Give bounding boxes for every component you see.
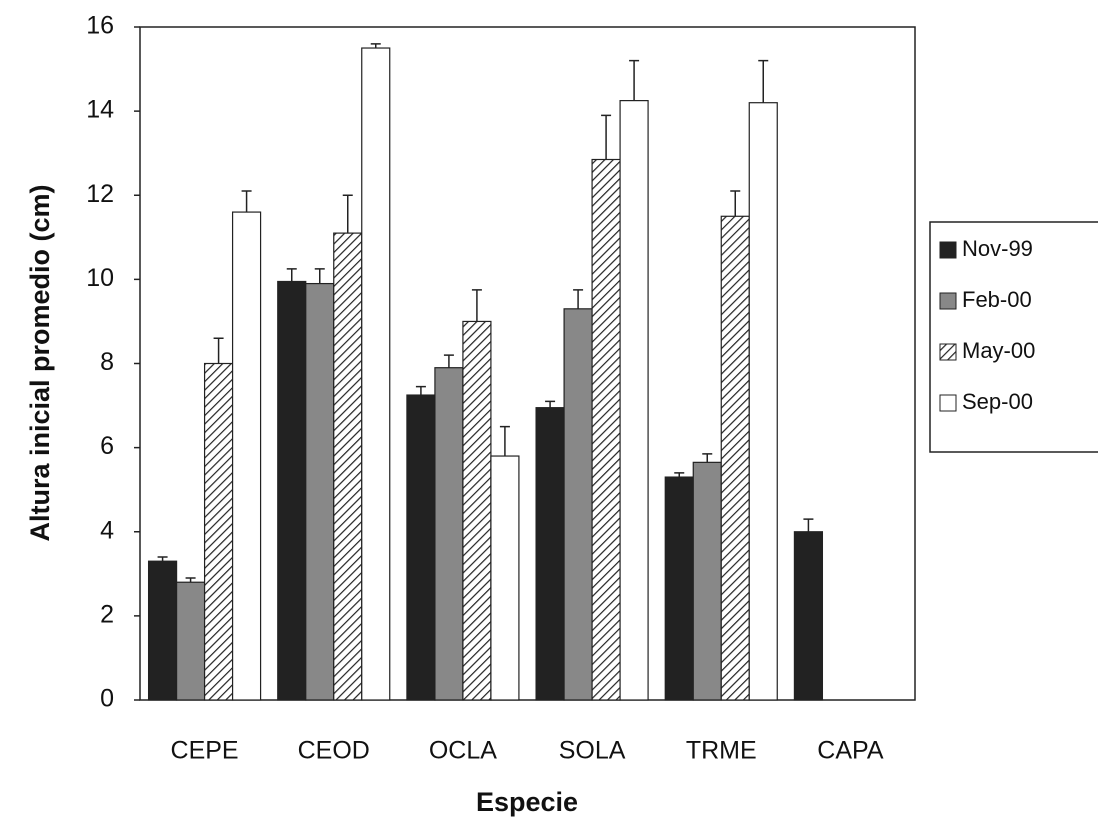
error-bar [730, 190, 741, 217]
bar [147, 560, 178, 701]
x-axis-title: Especie [476, 787, 578, 817]
bar [664, 476, 694, 701]
x-tick-label: CAPA [817, 737, 884, 765]
bar [748, 102, 778, 701]
bar [175, 581, 206, 701]
error-bar [157, 556, 168, 562]
error-bar [415, 385, 426, 396]
bar [720, 215, 750, 701]
bar [231, 211, 262, 701]
bar [591, 158, 621, 701]
error-bar [370, 43, 381, 49]
error-bar [629, 59, 640, 101]
bar [692, 461, 722, 701]
error-bar [545, 400, 556, 408]
legend-swatch [939, 343, 957, 361]
y-tick-label: 0 [100, 685, 114, 713]
bar [333, 232, 363, 701]
bar [535, 407, 565, 701]
y-tick-label: 2 [100, 600, 114, 628]
error-bar [702, 453, 713, 463]
error-bar [601, 114, 612, 160]
legend-label: Sep-00 [962, 389, 1033, 414]
bar [462, 320, 492, 701]
y-tick-label: 4 [100, 516, 114, 544]
x-tick-label: CEOD [298, 737, 370, 765]
error-bar [674, 472, 685, 478]
error-bar [185, 577, 196, 583]
bar [203, 362, 234, 701]
y-tick-label: 6 [100, 432, 114, 460]
bar [619, 100, 649, 701]
legend-label: Nov-99 [962, 236, 1033, 261]
y-tick-label: 16 [86, 12, 114, 40]
bar [793, 531, 824, 701]
y-tick-label: 8 [100, 348, 114, 376]
bar [277, 280, 307, 701]
legend-swatch [939, 394, 957, 412]
error-bar [241, 190, 252, 213]
legend-swatch [939, 292, 957, 310]
y-tick-label: 10 [86, 264, 114, 292]
y-tick-label: 12 [86, 180, 114, 208]
legend-swatch [939, 241, 957, 259]
error-bar [342, 194, 353, 234]
error-bar [471, 289, 482, 322]
y-tick-label: 14 [86, 96, 114, 124]
bar [434, 367, 464, 701]
bar [563, 308, 593, 701]
bar [361, 47, 391, 701]
error-bar [758, 59, 769, 103]
legend-label: May-00 [962, 338, 1035, 363]
error-bar [443, 354, 454, 368]
x-tick-label: OCLA [429, 737, 497, 765]
legend-box [929, 221, 1098, 453]
error-bar [499, 425, 510, 457]
error-bar [573, 289, 584, 309]
bar [490, 455, 520, 701]
bar [406, 394, 436, 701]
x-tick-label: CEPE [171, 737, 239, 765]
error-bar [803, 518, 814, 532]
x-tick-label: SOLA [559, 737, 626, 765]
y-axis-title: Altura inicial promedio (cm) [25, 184, 55, 541]
error-bar [286, 268, 297, 282]
bar [305, 282, 335, 701]
error-bar [314, 268, 325, 284]
error-bar [213, 337, 224, 364]
x-tick-label: TRME [686, 737, 757, 765]
legend-label: Feb-00 [962, 287, 1032, 312]
